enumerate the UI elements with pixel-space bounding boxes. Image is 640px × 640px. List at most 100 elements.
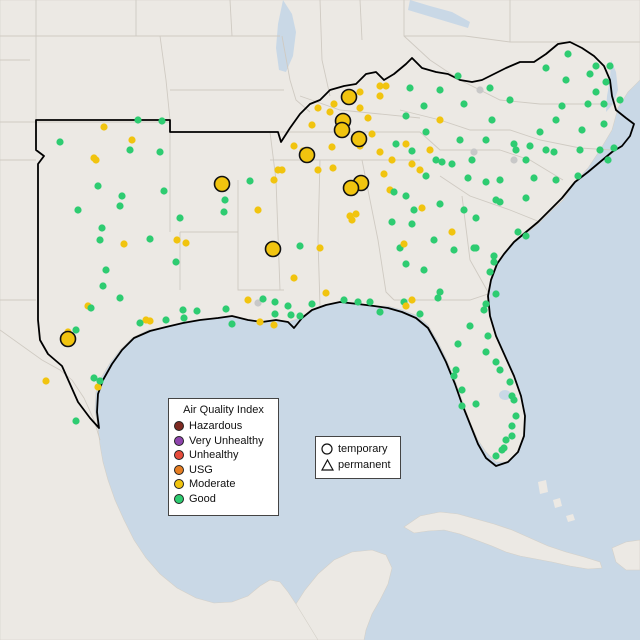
site-marker-moderate[interactable]	[402, 302, 410, 310]
site-marker-good[interactable]	[526, 142, 534, 150]
site-marker-moderate[interactable]	[42, 377, 50, 385]
site-marker-good[interactable]	[552, 176, 560, 184]
site-marker-moderate[interactable]	[128, 136, 136, 144]
site-marker-good[interactable]	[564, 50, 572, 58]
site-marker-good[interactable]	[72, 326, 80, 334]
site-marker-good[interactable]	[472, 400, 480, 408]
site-marker-good[interactable]	[480, 306, 488, 314]
site-marker-good[interactable]	[74, 206, 82, 214]
site-marker-moderate[interactable]	[329, 164, 337, 172]
site-marker-moderate[interactable]	[314, 104, 322, 112]
site-marker-moderate[interactable]	[382, 82, 390, 90]
site-marker-good[interactable]	[600, 100, 608, 108]
site-marker-good[interactable]	[228, 320, 236, 328]
site-marker-good[interactable]	[220, 208, 228, 216]
site-marker-good[interactable]	[512, 412, 520, 420]
site-marker-good[interactable]	[550, 148, 558, 156]
site-marker-good[interactable]	[432, 156, 440, 164]
site-marker-good[interactable]	[87, 304, 95, 312]
site-marker-good[interactable]	[510, 396, 518, 404]
site-marker-good[interactable]	[162, 316, 170, 324]
site-marker-good[interactable]	[134, 116, 142, 124]
site-marker-good[interactable]	[158, 117, 166, 125]
site-marker-good[interactable]	[486, 84, 494, 92]
site-marker-moderate[interactable]	[244, 296, 252, 304]
site-marker-moderate[interactable]	[182, 239, 190, 247]
site-marker-good[interactable]	[490, 258, 498, 266]
site-marker-good[interactable]	[96, 377, 104, 385]
site-marker-good[interactable]	[118, 192, 126, 200]
site-marker-good[interactable]	[156, 148, 164, 156]
site-marker-good[interactable]	[454, 72, 462, 80]
site-marker-good[interactable]	[438, 158, 446, 166]
site-marker-good[interactable]	[522, 232, 530, 240]
site-marker-good[interactable]	[512, 146, 520, 154]
site-marker-good[interactable]	[420, 102, 428, 110]
site-marker-good[interactable]	[508, 432, 516, 440]
site-marker-good[interactable]	[388, 218, 396, 226]
site-marker-good[interactable]	[176, 214, 184, 222]
site-marker-moderate[interactable]	[356, 104, 364, 112]
site-marker-good[interactable]	[450, 246, 458, 254]
site-marker-good[interactable]	[488, 116, 496, 124]
site-marker-moderate[interactable]	[426, 146, 434, 154]
site-marker-moderate[interactable]	[346, 212, 354, 220]
site-marker-good[interactable]	[284, 302, 292, 310]
site-marker-good[interactable]	[490, 252, 498, 260]
site-marker-good[interactable]	[402, 260, 410, 268]
site-marker-good[interactable]	[116, 202, 124, 210]
site-marker-moderate[interactable]	[408, 160, 416, 168]
site-marker-good[interactable]	[606, 62, 614, 70]
site-marker-good[interactable]	[482, 300, 490, 308]
site-marker-good[interactable]	[616, 96, 624, 104]
site-marker-good[interactable]	[522, 194, 530, 202]
site-marker-moderate[interactable]	[256, 318, 264, 326]
site-marker-good[interactable]	[271, 310, 279, 318]
site-marker-no-data[interactable]	[510, 156, 518, 164]
site-marker-good[interactable]	[430, 236, 438, 244]
site-marker-good[interactable]	[586, 70, 594, 78]
site-marker-moderate[interactable]	[436, 116, 444, 124]
site-marker-good[interactable]	[492, 452, 500, 460]
site-marker-good[interactable]	[458, 386, 466, 394]
site-marker-good[interactable]	[116, 294, 124, 302]
site-marker-good[interactable]	[390, 188, 398, 196]
site-marker-good[interactable]	[484, 332, 492, 340]
site-marker-good[interactable]	[498, 446, 506, 454]
site-marker-good[interactable]	[448, 160, 456, 168]
site-marker-good[interactable]	[434, 294, 442, 302]
site-marker-good[interactable]	[90, 374, 98, 382]
site-marker-moderate[interactable]	[314, 166, 322, 174]
site-marker-good[interactable]	[193, 307, 201, 315]
site-marker-good[interactable]	[460, 206, 468, 214]
site-marker-good[interactable]	[576, 146, 584, 154]
site-marker-moderate[interactable]	[270, 176, 278, 184]
site-marker-moderate[interactable]	[290, 274, 298, 282]
site-marker-good[interactable]	[408, 147, 416, 155]
site-marker-good[interactable]	[574, 172, 582, 180]
site-marker-good[interactable]	[102, 266, 110, 274]
site-marker-good[interactable]	[596, 146, 604, 154]
site-marker-good[interactable]	[486, 268, 494, 276]
site-marker-good[interactable]	[502, 436, 510, 444]
site-marker-good[interactable]	[542, 64, 550, 72]
site-marker-good[interactable]	[296, 242, 304, 250]
site-marker-good[interactable]	[422, 128, 430, 136]
site-marker-good[interactable]	[392, 140, 400, 148]
site-marker-no-data[interactable]	[254, 299, 262, 307]
temporary-monitor-moderate[interactable]	[340, 88, 358, 106]
site-marker-moderate[interactable]	[416, 166, 424, 174]
temporary-monitor-moderate[interactable]	[298, 146, 316, 164]
site-marker-good[interactable]	[408, 220, 416, 228]
site-marker-moderate[interactable]	[120, 240, 128, 248]
site-marker-good[interactable]	[452, 366, 460, 374]
site-marker-good[interactable]	[416, 310, 424, 318]
site-marker-moderate[interactable]	[408, 296, 416, 304]
site-marker-good[interactable]	[410, 206, 418, 214]
site-marker-good[interactable]	[562, 76, 570, 84]
site-marker-good[interactable]	[456, 136, 464, 144]
site-marker-good[interactable]	[514, 228, 522, 236]
site-marker-good[interactable]	[406, 84, 414, 92]
site-marker-good[interactable]	[420, 266, 428, 274]
